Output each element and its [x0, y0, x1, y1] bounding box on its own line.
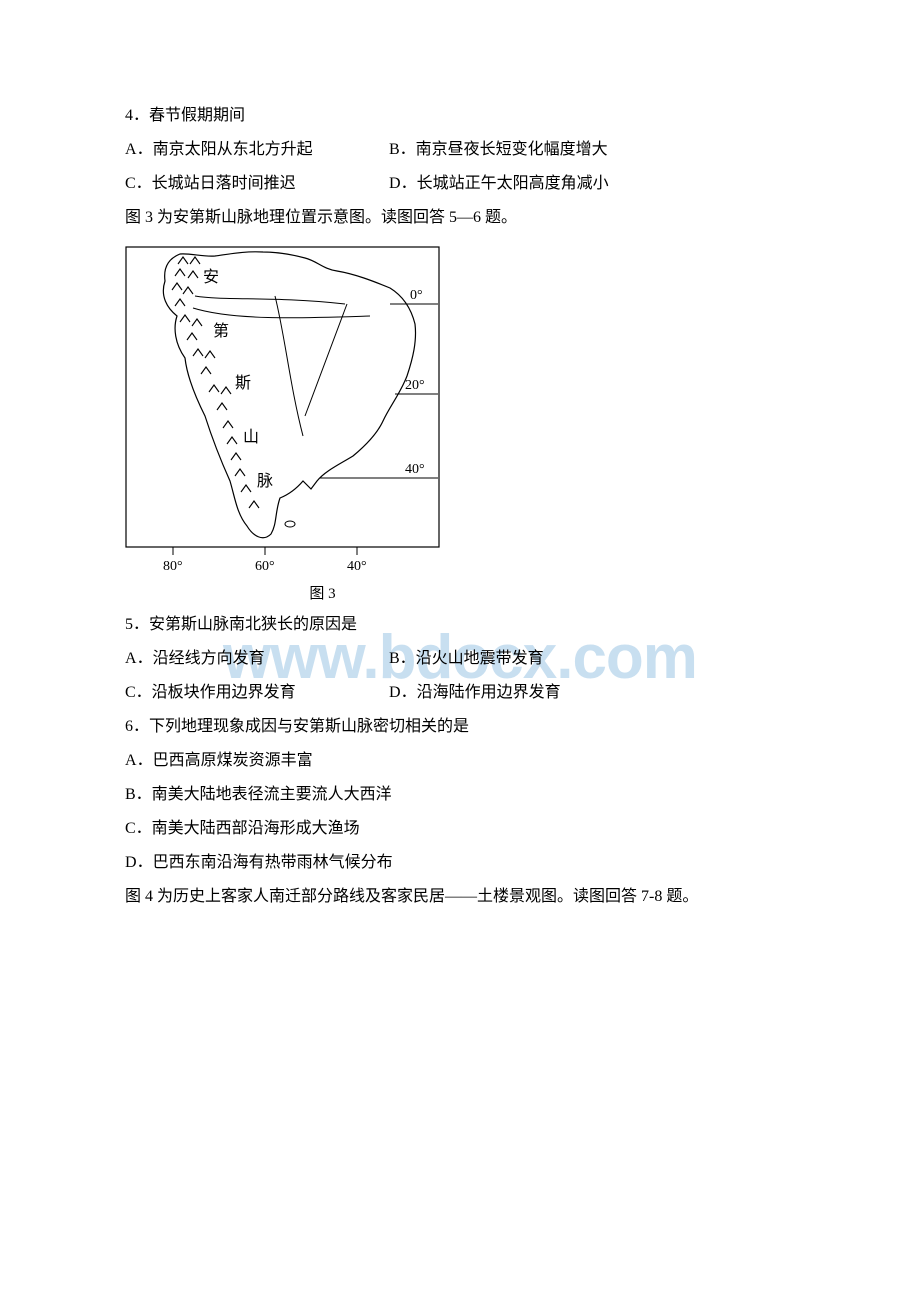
q5-option-a: A．沿经线方向发育	[125, 643, 385, 675]
q6-option-c: C．南美大陆西部沿海形成大渔场	[125, 813, 795, 845]
q4-stem: 4．春节假期期间	[125, 100, 795, 132]
fig3-label-si: 斯	[235, 374, 251, 392]
q5-option-d: D．沿海陆作用边界发育	[389, 677, 561, 709]
q4-option-c: C．长城站日落时间推迟	[125, 168, 385, 200]
q4-text: ．春节假期期间	[133, 107, 245, 124]
q6-option-a: A．巴西高原煤炭资源丰富	[125, 745, 795, 777]
fig3-label-shan: 山	[243, 428, 259, 446]
fig3-lon80: 80°	[163, 559, 183, 574]
q4-options-row1: A．南京太阳从东北方升起 B．南京昼夜长短变化幅度增大	[125, 134, 795, 166]
q6-option-b: B．南美大陆地表径流主要流人大西洋	[125, 779, 795, 811]
fig3-lon60: 60°	[255, 559, 275, 574]
figure3-caption: 图 3	[165, 582, 480, 603]
q5-option-c: C．沿板块作用边界发育	[125, 677, 385, 709]
q5-text: ．安第斯山脉南北狭长的原因是	[133, 616, 357, 633]
fig3-label-mai: 脉	[257, 472, 273, 490]
q6-number: 6	[125, 718, 133, 735]
q4-option-d: D．长城站正午太阳高度角减小	[389, 168, 609, 200]
intro-figure3: 图 3 为安第斯山脉地理位置示意图。读图回答 5—6 题。	[125, 202, 795, 234]
fig3-lon40: 40°	[347, 559, 367, 574]
q4-option-a: A．南京太阳从东北方升起	[125, 134, 385, 166]
q5-option-b: B．沿火山地震带发育	[389, 643, 544, 675]
q4-number: 4	[125, 107, 133, 124]
q6-stem: 6．下列地理现象成因与安第斯山脉密切相关的是	[125, 711, 795, 743]
intro-figure4: 图 4 为历史上客家人南迁部分路线及客家民居——土楼景观图。读图回答 7-8 题…	[125, 881, 795, 913]
figure3-container: 安 第 斯 山 脉 0° 20° 40° 80° 60° 40° 图 3	[125, 246, 795, 603]
q4-options-row2: C．长城站日落时间推迟 D．长城站正午太阳高度角减小	[125, 168, 795, 200]
q5-stem: 5．安第斯山脉南北狭长的原因是	[125, 609, 795, 641]
q5-number: 5	[125, 616, 133, 633]
figure3-map: 安 第 斯 山 脉 0° 20° 40° 80° 60° 40°	[125, 246, 440, 586]
fig3-lat0: 0°	[410, 288, 423, 303]
q4-option-b: B．南京昼夜长短变化幅度增大	[389, 134, 608, 166]
q6-option-d: D．巴西东南沿海有热带雨林气候分布	[125, 847, 795, 879]
fig3-lat40: 40°	[405, 462, 425, 477]
fig3-label-an: 安	[203, 268, 219, 286]
q6-text: ．下列地理现象成因与安第斯山脉密切相关的是	[133, 718, 469, 735]
q5-options-row2: C．沿板块作用边界发育 D．沿海陆作用边界发育	[125, 677, 795, 709]
fig3-label-di: 第	[213, 322, 229, 340]
q5-options-row1: A．沿经线方向发育 B．沿火山地震带发育	[125, 643, 795, 675]
fig3-lat20: 20°	[405, 378, 425, 393]
